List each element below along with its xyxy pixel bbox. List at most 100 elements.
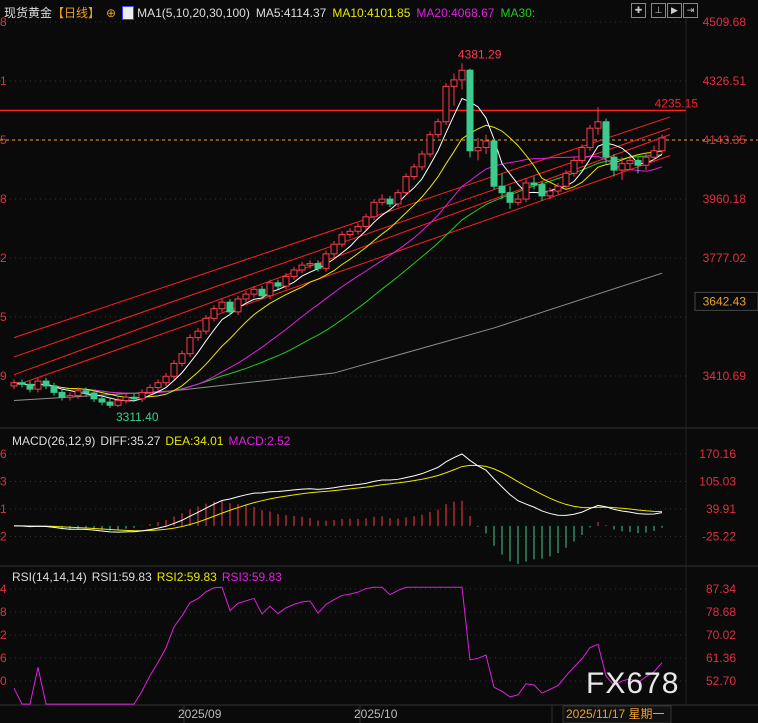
candle-up: [418, 153, 426, 168]
candle-up: [322, 253, 330, 269]
candle-up: [250, 288, 258, 295]
ma30-line: [13, 154, 663, 394]
ma30-value: MA30:: [500, 5, 536, 20]
candle-down: [498, 185, 506, 194]
ma20-line: [13, 155, 663, 394]
time-tick-label: 2025/10: [354, 707, 398, 721]
candle-down: [466, 69, 474, 152]
candle-up: [338, 234, 346, 245]
candle-up: [34, 380, 42, 390]
candle-up: [458, 69, 466, 81]
candle-down: [634, 159, 642, 166]
price-tick-label: 4509.68: [703, 15, 747, 29]
candle-up: [114, 399, 122, 406]
rsi-tick-label: 52.70: [706, 674, 736, 688]
trend-channel-line: [13, 116, 671, 339]
candle-up: [362, 216, 370, 227]
candle-up: [554, 185, 562, 192]
current-price-box: [694, 291, 758, 311]
low-annotation: 3311.40: [116, 410, 159, 424]
time-tick-label: 2025/11/17 星期一: [566, 707, 665, 721]
rsi-tick-label: 87.34: [706, 582, 736, 596]
candle-up: [570, 159, 578, 174]
candle-up: [354, 225, 362, 232]
candle-up: [242, 293, 250, 300]
candle-up: [122, 396, 130, 401]
candle-up: [330, 243, 338, 255]
crosshair-icon[interactable]: ✚: [631, 3, 646, 18]
candle-down: [602, 121, 610, 158]
candle-down: [226, 301, 234, 313]
candle-up: [442, 85, 450, 123]
resistance-label: 4235.15: [655, 96, 699, 110]
price-tick-label: 3777.02: [703, 251, 747, 265]
price-tick-label: 4326.51: [703, 74, 747, 88]
left-axis-fragment: 6: [0, 447, 7, 461]
candle-up: [298, 264, 306, 271]
left-axis-fragment: 1: [0, 502, 7, 516]
macd-header: MACD(26,12,9) DIFF:35.27 DEA:34.01 MACD:…: [12, 434, 290, 448]
candle-down: [18, 382, 26, 385]
ma10-line: [13, 124, 663, 399]
candle-down: [42, 380, 50, 387]
candle-up: [378, 198, 386, 203]
price-tick-label: 3960.18: [703, 192, 747, 206]
target-icon[interactable]: ⊕: [106, 5, 117, 20]
rsi-line: [13, 586, 663, 705]
candle-up: [402, 176, 410, 194]
candle-up: [410, 166, 418, 178]
watermark: FX678: [586, 667, 680, 700]
candle-up: [162, 375, 170, 384]
candle-up: [202, 317, 210, 332]
candle-up: [626, 159, 634, 165]
zoom-range-icon[interactable]: ⊥: [651, 3, 666, 18]
left-axis-fragment: 4: [0, 582, 7, 596]
candle-down: [98, 398, 106, 403]
macd-dea: DEA:34.01: [165, 434, 224, 448]
macd-name: MACD(26,12,9): [12, 434, 96, 448]
candle-up: [210, 308, 218, 319]
left-axis-fragment: 8: [0, 15, 7, 29]
dea-line: [13, 464, 663, 532]
left-axis-fragment: 5: [0, 310, 7, 324]
candle-down: [274, 282, 282, 287]
ma10-value: MA10:4101.85: [332, 5, 411, 20]
play-icon[interactable]: ▶: [667, 3, 682, 18]
candle-up: [10, 382, 18, 387]
candle-up: [482, 140, 490, 149]
left-axis-fragment: 8: [0, 192, 7, 206]
macd-tick-label: 39.91: [706, 502, 736, 516]
time-tick-label: 2025/09: [178, 707, 222, 721]
macd-tick-label: 105.03: [699, 475, 736, 489]
left-axis-fragment: 9: [0, 369, 7, 383]
left-axis-fragment: 2: [0, 628, 7, 642]
left-axis-fragment: 6: [0, 651, 7, 665]
rsi2-value: RSI2:59.83: [156, 570, 217, 584]
chart-type-icon[interactable]: [122, 5, 135, 20]
candle-up: [194, 330, 202, 339]
price-tick-label: 3410.69: [703, 369, 747, 383]
candle-up: [514, 198, 522, 203]
step-forward-icon[interactable]: ⇥: [683, 3, 698, 18]
left-axis-fragment: 2: [0, 529, 7, 543]
high-annotation: 4381.29: [458, 47, 502, 61]
rsi-name: RSI(14,14,14): [12, 570, 87, 584]
candle-up: [346, 230, 354, 236]
date-cursor-box: [562, 705, 672, 723]
left-axis-fragment: 5: [0, 133, 7, 147]
candle-up: [426, 134, 434, 155]
trend-channel-line: [13, 134, 671, 376]
trend-channel-line: [13, 155, 671, 387]
candle-down: [50, 385, 58, 393]
candle-up: [218, 301, 226, 310]
left-axis-fragment: 0: [0, 674, 7, 688]
ma-indicator[interactable]: MA1(5,10,20,30,100): [137, 5, 250, 20]
candle-up: [642, 156, 650, 166]
candle-up: [522, 182, 530, 200]
candle-down: [258, 288, 266, 297]
candle-up: [154, 382, 162, 389]
candle-up: [546, 190, 554, 197]
ma20-value: MA20:4068.67: [416, 5, 495, 20]
period-label[interactable]: 【日线】: [52, 6, 101, 20]
